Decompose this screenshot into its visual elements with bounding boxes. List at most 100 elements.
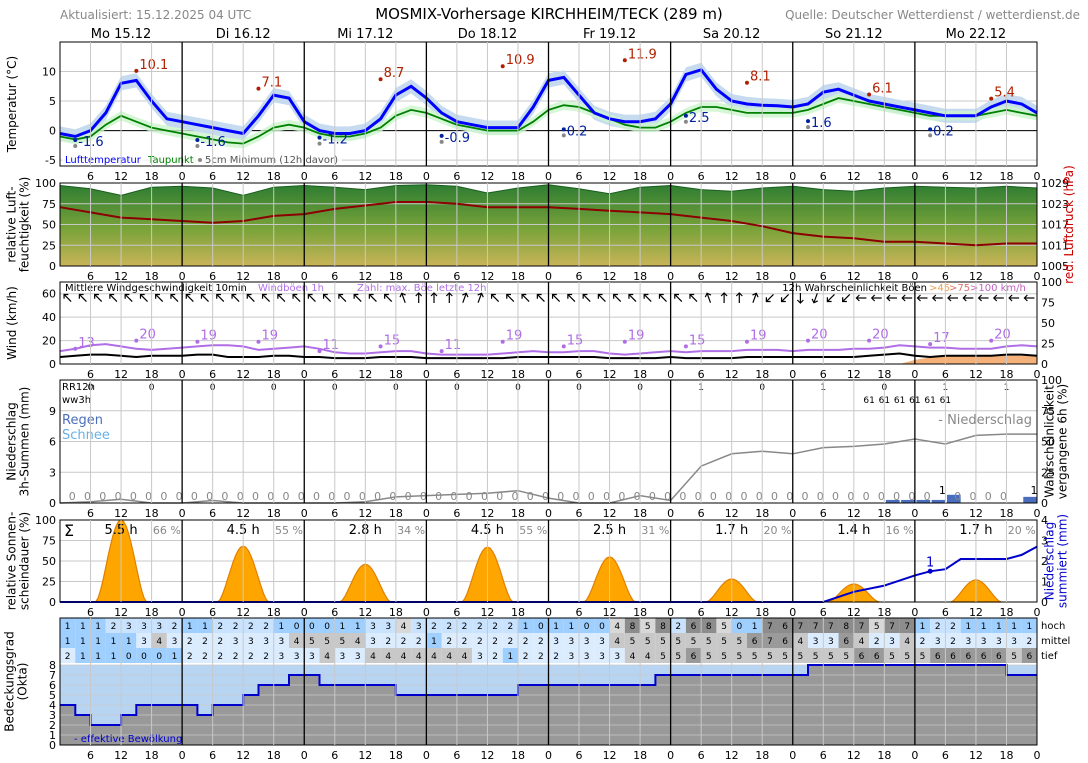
hour-tick-label: 0 (179, 170, 186, 183)
y-tick-label: 0 (49, 260, 56, 273)
hour-tick-label: 12 (358, 270, 372, 283)
wind-arrow-shaft (781, 294, 790, 302)
cloud-cell-value: 3 (248, 637, 254, 647)
hour-tick-label: 18 (633, 507, 647, 520)
wind-arrow-head (261, 293, 267, 299)
cloud-cell (701, 633, 717, 648)
cloud-cell-value: 5 (675, 652, 681, 662)
y2-tick-label: 1011 (1041, 239, 1069, 252)
wind-arrow (1008, 294, 1020, 302)
hour-tick-label: 0 (179, 507, 186, 520)
precip-amount-label: 0 (878, 490, 885, 503)
cloud-cell (930, 618, 946, 633)
max-gust-label: 15 (567, 333, 584, 348)
cloud-cell-value: 1 (95, 652, 101, 662)
precip-amount-label: 0 (313, 490, 320, 503)
cloud-cell (716, 618, 732, 633)
cloud-cell-value: 3 (889, 637, 895, 647)
cloud-cell (533, 618, 549, 633)
wind-arrow-head (155, 293, 160, 299)
cloud-cell (227, 633, 244, 648)
y-tick-label: 8 (49, 659, 56, 672)
wind-arrow-head (735, 292, 743, 297)
cloud-cell-value: 1 (65, 637, 71, 647)
y2-tick-label: 1005 (1041, 260, 1069, 273)
cloud-cell (640, 648, 656, 663)
hour-tick-label: 0 (423, 507, 430, 520)
wind-arrow-head (992, 294, 998, 302)
cloud-cell (670, 648, 686, 663)
wind-arrow-shaft (765, 294, 774, 302)
hour-tick-label: 0 (911, 368, 918, 381)
wind-arrow (901, 294, 913, 302)
wind-arrow-head (338, 293, 344, 299)
precip-amount-label: 0 (588, 490, 595, 503)
wind-arrow (931, 294, 943, 302)
wind-arrow (628, 293, 637, 302)
hour-tick-label: 6 (942, 270, 949, 283)
min-temp-marker (195, 138, 200, 143)
cloud-cell-value: 5 (706, 652, 712, 662)
legend-effective: - effektive Bewölkung (74, 734, 182, 745)
hour-tick-label: 0 (1034, 170, 1041, 183)
legend-gust-prob: 12h Wahrscheinlichkeit Böen (782, 283, 927, 294)
wind-arrow-head (200, 293, 206, 299)
cloud-cell (273, 633, 289, 648)
cloud-cell (182, 648, 198, 663)
hour-tick-label: 6 (820, 749, 827, 762)
wind-arrow-shaft (384, 294, 393, 302)
wind-arrow (94, 293, 103, 302)
cloud-cell (487, 648, 503, 663)
cumulative-marker-label: 1 (926, 555, 934, 570)
y2-tick-label: 4 (1041, 514, 1048, 527)
max-gust-marker (134, 338, 139, 343)
cloud-cell (380, 618, 396, 633)
cloud-cell-value: 3 (584, 637, 590, 647)
max-gust-marker (195, 339, 200, 344)
cloud-cell-value: 2 (446, 622, 452, 632)
wind-arrow-shaft (338, 294, 347, 302)
hour-tick-label: 18 (877, 507, 891, 520)
legend-gust-prob-100: >100 km/h (970, 283, 1026, 294)
precip-amount-label: 0 (466, 490, 473, 503)
hour-tick-label: 6 (453, 368, 460, 381)
cloud-cell (640, 633, 656, 648)
cloud-cell (945, 633, 961, 648)
cloud-cell (197, 648, 213, 663)
hour-tick-label: 12 (236, 270, 250, 283)
cloud-cell (441, 618, 457, 633)
cloud-cell (105, 633, 122, 648)
hour-tick-label: 12 (480, 170, 494, 183)
cloud-cell (731, 648, 747, 663)
cloud-cell-value: 4 (416, 652, 422, 662)
y-tick-label: 5 (49, 95, 56, 108)
hour-tick-label: 6 (820, 270, 827, 283)
cloud-cell-value: 2 (202, 637, 208, 647)
max-gust-label: 19 (628, 329, 645, 344)
wind-arrow-shaft (597, 294, 606, 302)
cloud-cell-value: 3 (569, 637, 575, 647)
cloud-cell (655, 633, 671, 648)
cloud-cell (609, 618, 625, 633)
legend-gust: Windböen 1h (258, 283, 324, 294)
max-gust-marker (378, 344, 383, 349)
wind-arrow (597, 293, 606, 302)
cloud-cell (304, 633, 320, 648)
hour-tick-label: 6 (209, 749, 216, 762)
wind-arrow-head (536, 293, 542, 299)
max-gust-marker (256, 339, 261, 344)
precip-amount-label: 0 (481, 490, 488, 503)
precip-amount-label: 0 (985, 490, 992, 503)
wind-arrow-shaft (643, 294, 652, 302)
wind-arrow-head (916, 294, 921, 302)
legend-ground-marker (198, 158, 202, 162)
cloud-cell-value: 5 (736, 652, 742, 662)
cloud-cell (380, 648, 396, 663)
hour-tick-label: 18 (511, 170, 525, 183)
max-temp-marker (744, 80, 749, 85)
hour-tick-label: 12 (969, 368, 983, 381)
cloud-cell-value: 6 (859, 652, 865, 662)
hour-tick-label: 12 (480, 270, 494, 283)
cloud-cell (1021, 648, 1037, 663)
cloud-cell (716, 648, 732, 663)
